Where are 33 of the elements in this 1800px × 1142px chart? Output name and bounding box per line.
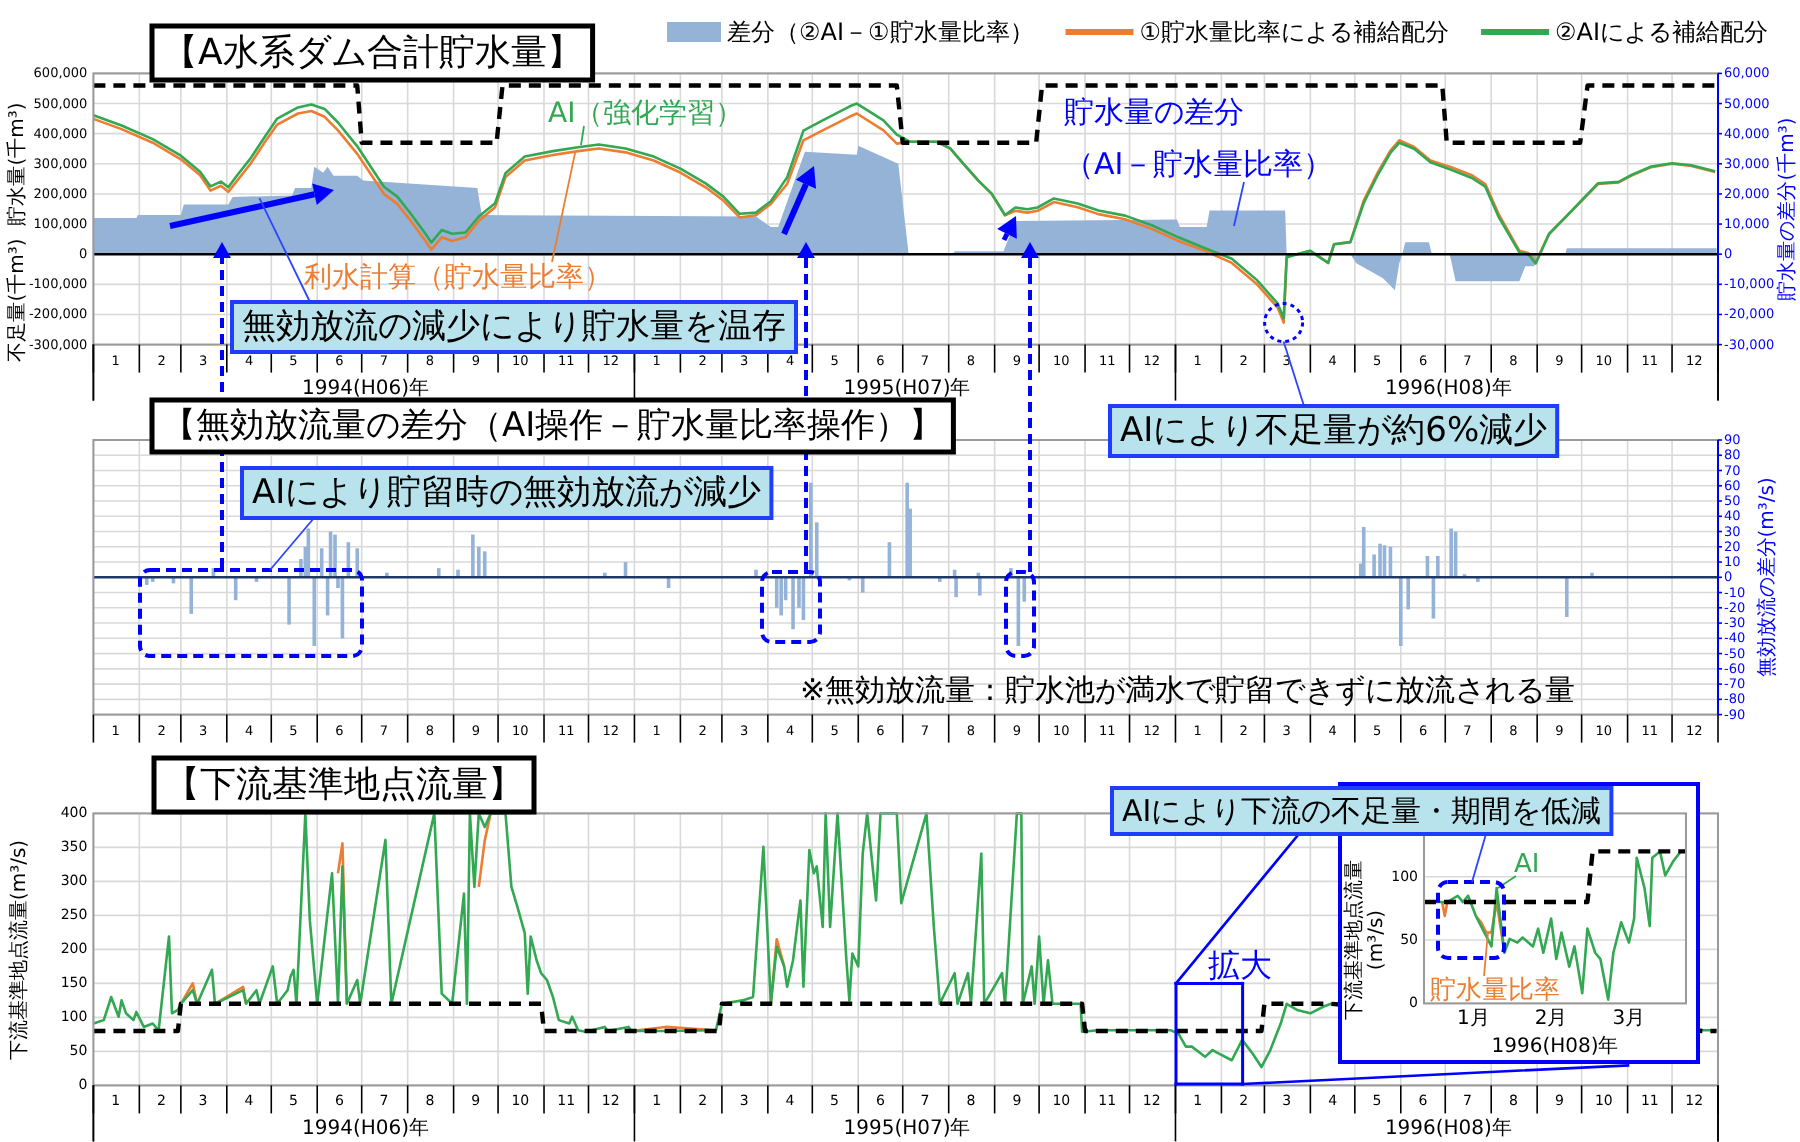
y-axis-title: 下流基準地点流量(m³/s)	[1341, 860, 1387, 1020]
annotation: 拡大	[1208, 946, 1272, 984]
text: 1995(H07)年	[843, 375, 971, 400]
series-label: 貯水量比率	[1430, 974, 1560, 1006]
text: 1994(H06)年	[302, 375, 430, 400]
annotation: AIにより貯留時の無効放流が減少	[252, 473, 762, 513]
annotation: ※無効放流量：貯水池が満水で貯留できずに放流される量	[800, 672, 1576, 708]
text: 1996(H08)年	[1384, 375, 1512, 400]
legend-label: AI	[1514, 850, 1540, 880]
text: 1995(H07)年	[843, 1116, 971, 1141]
y2-axis-title: 無効放流の差分(m³/s)	[1755, 476, 1779, 678]
legend-label: 差分（②AI－①貯水量比率）	[727, 18, 1034, 46]
y2-axis-title: 貯水量の差分(千m³)	[1775, 117, 1799, 301]
annotation: AI（強化学習）	[548, 98, 744, 130]
x-tick-label: 1月	[1456, 1008, 1490, 1031]
y-axis-title: 貯水量(千m³)	[5, 102, 29, 226]
legend-label: ①貯水量比率による補給配分	[1139, 18, 1450, 46]
x-axis-title: 1996(H08)年	[1491, 1034, 1619, 1059]
text: 1996(H08)年	[1384, 1116, 1512, 1141]
annotation: AIにより下流の不足量・期間を低減	[1122, 793, 1602, 829]
y-axis-title: 下流基準地点流量(m³/s)	[7, 839, 31, 1061]
chart-title: 【A水系ダム合計貯水量】	[162, 32, 583, 74]
chart-title: 【無効放流量の差分（AI操作－貯水量比率操作）】	[162, 406, 944, 446]
chart-title: 【下流基準地点流量】	[164, 764, 524, 806]
text: 1994(H06)年	[302, 1116, 430, 1141]
annotation: 利水計算（貯水量比率）	[304, 262, 612, 294]
annotation: 無効放流の減少により貯水量を温存	[242, 307, 786, 347]
annotation: AIにより不足量が約6%減少	[1120, 411, 1548, 451]
text: 不足量(千m³)	[5, 238, 29, 362]
annotation: 貯水量の差分（AI－貯水量比率）	[1064, 94, 1334, 182]
x-tick-label: 2月	[1534, 1008, 1568, 1031]
legend-label: ②AIによる補給配分	[1555, 18, 1769, 46]
x-tick-label: 3月	[1612, 1008, 1646, 1031]
